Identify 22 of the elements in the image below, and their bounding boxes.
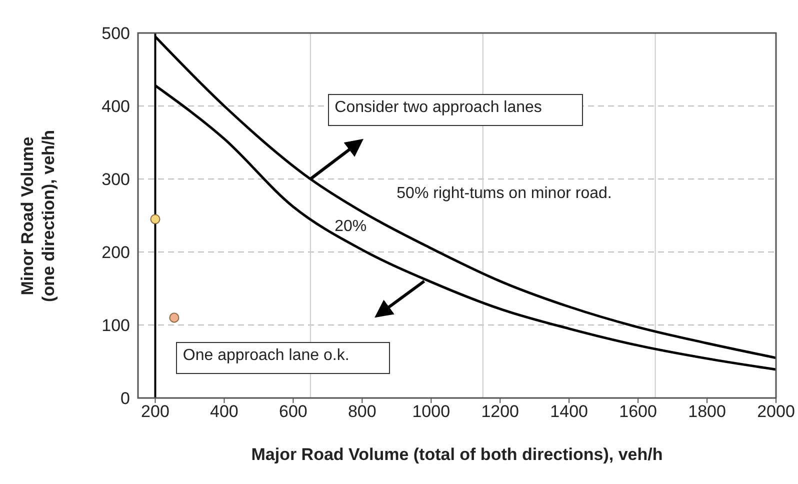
y-tick-label: 100: [102, 316, 130, 336]
x-tick-label: 1400: [550, 402, 588, 422]
x-tick-label: 2000: [757, 402, 795, 422]
annotation: One approach lane o.k.: [176, 342, 390, 374]
y-tick-label: 500: [102, 24, 130, 44]
y-tick-label: 200: [102, 243, 130, 262]
y-axis-title: Minor Road Volume (one direction), veh/h: [17, 128, 59, 304]
y-tick-label: 400: [102, 97, 130, 116]
x-tick-label: 200: [141, 402, 170, 422]
y-tick-label: 0: [120, 389, 130, 408]
x-tick-label: 1800: [688, 402, 726, 422]
x-tick-label: 800: [348, 402, 376, 422]
x-tick-label: 400: [210, 402, 238, 422]
x-axis-title: Major Road Volume (total of both directions), veh/h: [251, 445, 663, 464]
x-tick-label: 1000: [412, 402, 450, 422]
annotation: 50% right-tums on minor road.: [396, 185, 612, 204]
x-tick-label: 1600: [619, 402, 657, 422]
x-tick-label: 600: [279, 402, 308, 422]
y-tick-label: 300: [102, 170, 130, 190]
annotation: Consider two approach lanes: [328, 94, 583, 126]
x-tick-label: 1200: [481, 402, 520, 422]
annotation: 20%: [334, 218, 367, 236]
